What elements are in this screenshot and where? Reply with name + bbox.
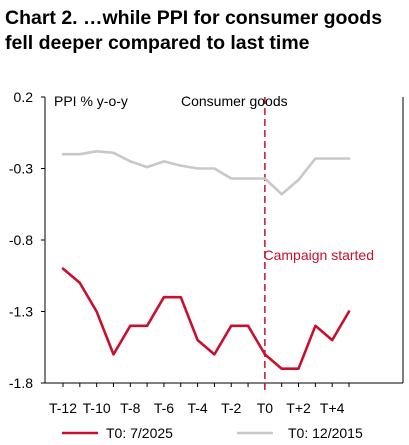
x-tick-label: T+4 [320,400,345,416]
y-tick-label: -1.8 [9,375,33,391]
legend-label: T0: 12/2015 [288,425,363,441]
x-tick-label: T-10 [83,400,111,416]
y-tick-label: -0.3 [9,161,33,177]
x-tick-label: T+2 [286,400,311,416]
x-tick-label: T-2 [221,400,241,416]
y-axis-label: PPI % y-o-y [54,93,128,109]
x-tick-label: T-8 [120,400,140,416]
title-line-1: Chart 2. …while PPI for consumer goods [5,7,383,29]
y-tick-label: 0.2 [14,89,34,105]
event-label: Campaign started [263,247,374,263]
y-tick-label: -1.3 [9,304,33,320]
legend: T0: 7/2025 T0: 12/2015 [62,425,363,441]
y-tick-label: -0.8 [9,232,33,248]
x-tick-label: T-12 [49,400,77,416]
title-line-2: fell deeper compared to last time [5,32,310,54]
series-layer [61,150,351,371]
x-tick-label: T-6 [154,400,174,416]
x-tick-label: T0 [257,400,274,416]
chart-subtitle: Consumer goods [181,93,288,109]
event-layer: Campaign started [263,97,374,394]
chart-title: Chart 2. …while PPI for consumer goods f… [5,6,405,56]
series-line [61,267,351,371]
chart-axes: 0.2 -0.3 -0.8 -1.3 -1.8 T-12 T-10 T-8 T-6 T-4 T-2 T… [9,89,404,416]
series-line [61,150,351,196]
x-tick-label: T-4 [187,400,207,416]
legend-label: T0: 7/2025 [106,425,173,441]
